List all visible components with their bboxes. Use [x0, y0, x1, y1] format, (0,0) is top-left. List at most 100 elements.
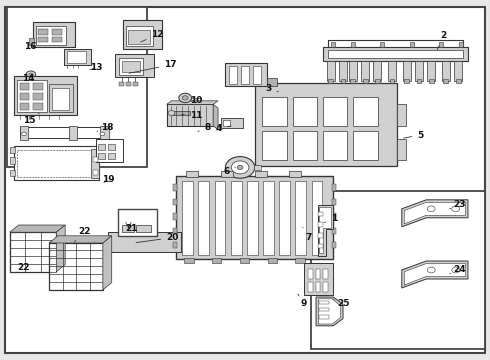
Polygon shape: [103, 236, 112, 290]
Bar: [220, 171, 233, 177]
Bar: [167, 104, 213, 126]
Bar: [351, 42, 355, 47]
Bar: [311, 191, 485, 349]
Polygon shape: [56, 225, 65, 272]
Bar: [454, 61, 462, 81]
Bar: [327, 61, 335, 81]
Bar: [33, 103, 43, 110]
Bar: [328, 79, 333, 83]
Text: 3: 3: [266, 84, 278, 93]
Bar: [304, 263, 333, 295]
Bar: [350, 79, 355, 83]
Polygon shape: [10, 225, 65, 232]
Bar: [133, 82, 138, 86]
Bar: [122, 20, 162, 49]
Text: 20: 20: [136, 233, 179, 243]
Text: 7: 7: [303, 228, 312, 242]
Bar: [20, 93, 29, 100]
Bar: [404, 79, 409, 83]
Text: 24: 24: [450, 265, 466, 274]
Text: 18: 18: [97, 123, 113, 132]
Bar: [17, 150, 93, 177]
Bar: [220, 118, 243, 128]
Polygon shape: [404, 202, 466, 224]
Bar: [10, 147, 15, 153]
Circle shape: [427, 267, 435, 273]
Polygon shape: [213, 104, 218, 130]
Text: 22: 22: [17, 263, 30, 271]
Bar: [10, 170, 15, 176]
Bar: [373, 61, 381, 81]
Bar: [215, 181, 225, 255]
Bar: [361, 61, 369, 81]
Bar: [316, 269, 320, 279]
Text: 10: 10: [190, 95, 202, 104]
Bar: [410, 42, 414, 47]
Bar: [93, 170, 98, 175]
Circle shape: [29, 73, 33, 76]
Bar: [119, 82, 124, 86]
Bar: [122, 225, 134, 232]
Bar: [255, 83, 397, 166]
Bar: [49, 243, 103, 290]
Bar: [380, 42, 384, 47]
Bar: [459, 42, 463, 47]
Circle shape: [168, 111, 175, 116]
Bar: [397, 104, 406, 126]
Bar: [36, 26, 66, 45]
Bar: [29, 38, 34, 45]
Bar: [312, 181, 322, 255]
Text: 15: 15: [23, 113, 39, 125]
Bar: [339, 61, 347, 81]
Circle shape: [452, 206, 460, 212]
Bar: [429, 79, 434, 83]
Bar: [241, 66, 249, 84]
Bar: [263, 181, 274, 255]
Circle shape: [231, 161, 249, 174]
Text: 21: 21: [125, 224, 138, 233]
Bar: [332, 213, 336, 220]
Bar: [415, 61, 423, 81]
Bar: [14, 76, 77, 115]
Bar: [186, 171, 198, 177]
Polygon shape: [318, 299, 341, 324]
Text: 14: 14: [22, 74, 35, 83]
Bar: [318, 244, 323, 248]
Bar: [229, 66, 237, 84]
Bar: [442, 61, 450, 81]
Bar: [295, 258, 305, 263]
Bar: [262, 97, 287, 126]
Bar: [108, 144, 115, 150]
Bar: [176, 176, 333, 259]
Bar: [328, 50, 463, 58]
Text: 13: 13: [90, 63, 102, 72]
Bar: [308, 269, 313, 279]
Bar: [319, 315, 329, 319]
Bar: [118, 209, 157, 236]
Bar: [17, 80, 47, 112]
Bar: [64, 49, 91, 65]
Bar: [316, 282, 320, 292]
Text: 1: 1: [324, 214, 337, 223]
Bar: [7, 7, 147, 167]
Circle shape: [100, 132, 105, 136]
Bar: [247, 181, 258, 255]
Bar: [173, 242, 177, 248]
Bar: [375, 79, 380, 83]
Text: 9: 9: [298, 294, 307, 307]
Circle shape: [22, 132, 26, 136]
Bar: [390, 79, 394, 83]
Polygon shape: [167, 101, 218, 104]
Bar: [268, 258, 277, 263]
Text: 25: 25: [333, 299, 349, 307]
Bar: [318, 233, 323, 238]
Bar: [267, 78, 277, 86]
Bar: [20, 127, 105, 138]
Bar: [126, 26, 153, 46]
Bar: [443, 79, 448, 83]
Bar: [52, 29, 62, 35]
Bar: [318, 212, 323, 216]
Bar: [212, 258, 221, 263]
Bar: [353, 131, 378, 160]
Bar: [49, 84, 73, 112]
